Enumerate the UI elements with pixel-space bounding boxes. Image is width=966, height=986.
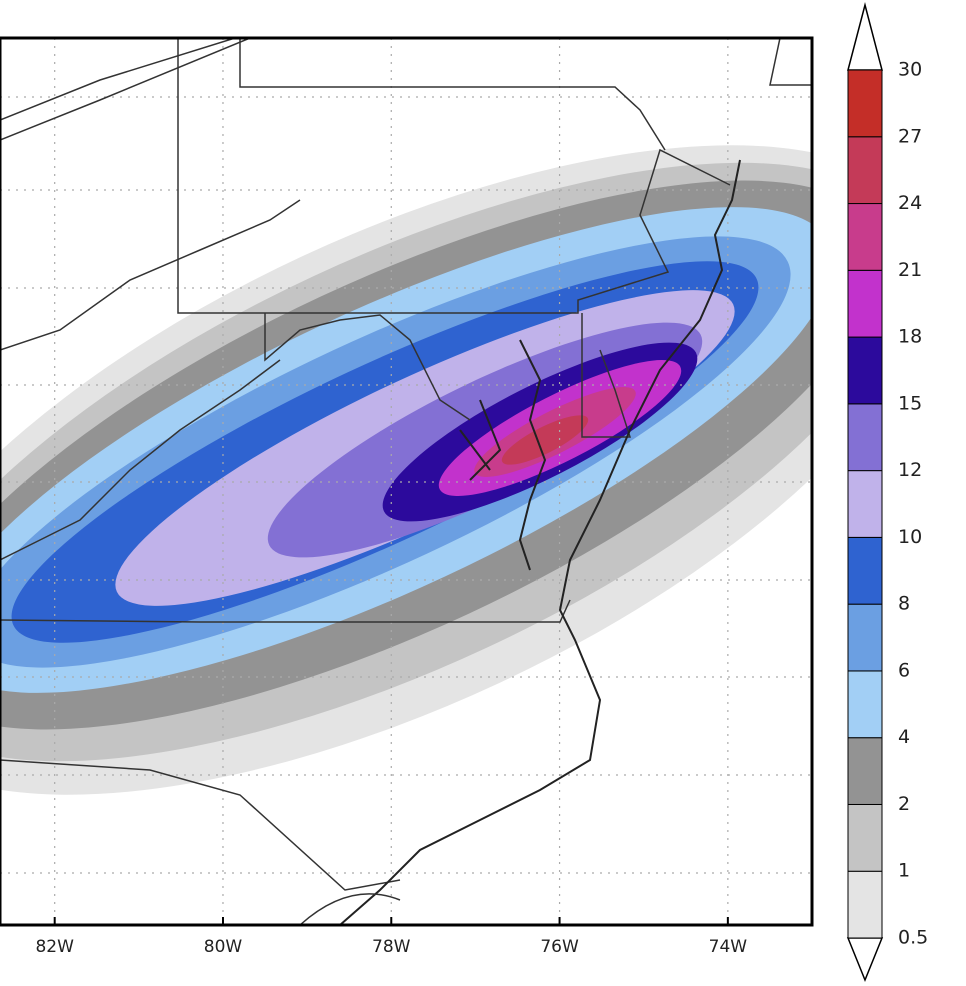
- state-border: [264, 313, 471, 421]
- colorbar-label: 15: [898, 392, 922, 414]
- lon-tick-label: 74W: [709, 937, 748, 957]
- colorbar-label: 24: [898, 192, 922, 214]
- state-border: [0, 759, 401, 891]
- lake-border: [0, 38, 812, 141]
- colorbar-box: [847, 536, 883, 605]
- colorbar-label: 12: [898, 459, 922, 481]
- colorbar-label: 10: [898, 526, 922, 548]
- state-border: [581, 313, 632, 438]
- colorbar-box: [847, 136, 883, 205]
- colorbar-box: [847, 336, 883, 405]
- coast-arc: [299, 893, 401, 925]
- colorbar-arrow-bottom: [846, 937, 884, 982]
- colorbar-box: [847, 269, 883, 338]
- colorbar-box: [847, 670, 883, 739]
- contour-fill: [501, 415, 589, 465]
- colorbar-label: 1: [898, 860, 910, 882]
- colorbar-box: [847, 403, 883, 472]
- colorbar-label: 4: [898, 726, 910, 748]
- lon-tick-label: 76W: [540, 937, 579, 957]
- colorbar-box: [847, 69, 883, 138]
- state-border: [0, 199, 301, 561]
- colorbar-label: 6: [898, 659, 910, 681]
- colorbar-box: [847, 737, 883, 805]
- colorbar-box: [847, 870, 883, 939]
- precip-field: [0, 145, 812, 795]
- chesapeake: [459, 339, 547, 571]
- boundaries: [0, 38, 812, 925]
- colorbar-box: [847, 203, 883, 271]
- colorbar-label: 30: [898, 59, 922, 81]
- colorbar-box: [847, 470, 883, 538]
- state-border: [177, 38, 731, 314]
- lon-tick-label: 82W: [35, 937, 74, 957]
- colorbar-arrow-top: [847, 2, 883, 71]
- lon-tick-label: 78W: [372, 937, 411, 957]
- colorbar-label: 18: [898, 326, 922, 348]
- colorbar-label: 27: [898, 125, 922, 147]
- state-border: [0, 599, 571, 623]
- coastline: [339, 159, 741, 925]
- colorbar-box: [847, 803, 883, 872]
- colorbar-label: 21: [898, 259, 922, 281]
- colorbar-label: 2: [898, 793, 910, 815]
- lon-tick-label: 80W: [204, 937, 243, 957]
- colorbar-label: 8: [898, 593, 910, 615]
- plot-frame: [0, 36, 814, 927]
- colorbar-box: [847, 603, 883, 672]
- colorbar-label: 0.5: [898, 927, 928, 949]
